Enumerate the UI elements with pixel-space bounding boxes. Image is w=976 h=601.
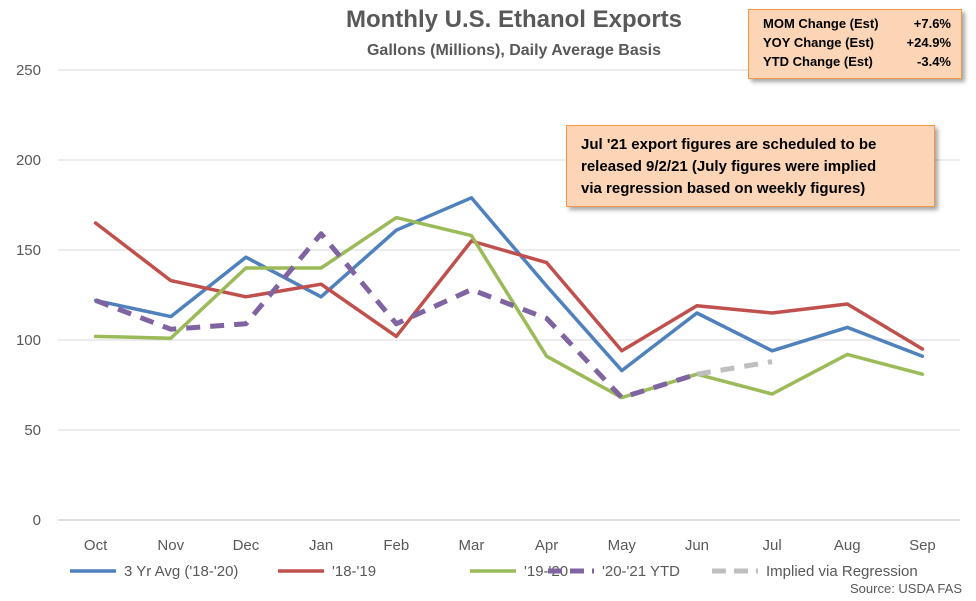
source-note: Source: USDA FAS <box>850 581 962 596</box>
x-axis-ticks: Oct Nov Dec Jan Feb Mar Apr May Jun Jul Aug Sep <box>84 537 936 554</box>
x-tick-label: Jun <box>685 537 709 554</box>
series-line <box>94 231 698 401</box>
legend-label: '20-'21 YTD <box>602 563 680 580</box>
x-tick-label: Nov <box>157 537 184 554</box>
x-tick-label: Apr <box>535 537 558 554</box>
x-tick-label: May <box>608 537 637 554</box>
series-line <box>93 215 925 400</box>
change-stats-box: MOM Change (Est) +7.6% YOY Change (Est) … <box>748 9 962 79</box>
x-tick-label: Aug <box>834 537 861 554</box>
x-tick-label: Feb <box>383 537 409 554</box>
y-tick-label: 0 <box>33 512 41 529</box>
release-note-box: Jul '21 export figures are scheduled to … <box>566 125 935 207</box>
stats-value: -3.4% <box>917 54 951 69</box>
stats-label: MOM Change (Est) <box>763 16 879 31</box>
stats-row-ytd: YTD Change (Est) -3.4% <box>763 52 951 71</box>
chart-title: Monthly U.S. Ethanol Exports <box>345 6 682 33</box>
legend-label: '19-'20 <box>524 563 568 580</box>
y-tick-label: 100 <box>16 332 41 349</box>
series-line <box>93 221 925 353</box>
series-lines <box>93 196 925 401</box>
x-tick-label: Sep <box>909 537 936 554</box>
stats-row-mom: MOM Change (Est) +7.6% <box>763 14 951 33</box>
note-line: via regression based on weekly figures) <box>581 180 866 197</box>
x-tick-label: Mar <box>458 537 484 554</box>
y-tick-label: 50 <box>24 422 41 439</box>
stats-label: YOY Change (Est) <box>763 35 875 50</box>
legend: 3 Yr Avg ('18-'20) '18-'19 '19-'20 '20-'21 … <box>70 563 918 580</box>
legend-label: Implied via Regression <box>766 563 918 580</box>
x-tick-label: Dec <box>233 537 260 554</box>
x-tick-label: Jul <box>762 537 781 554</box>
y-tick-label: 200 <box>16 152 41 169</box>
y-tick-label: 150 <box>16 242 41 259</box>
stats-row-yoy: YOY Change (Est) +24.9% <box>763 33 951 52</box>
legend-label: 3 Yr Avg ('18-'20) <box>124 563 238 580</box>
y-tick-label: 250 <box>16 62 41 79</box>
stats-value: +7.6% <box>913 16 951 31</box>
stats-value: +24.9% <box>906 35 951 50</box>
note-line: Jul '21 export figures are scheduled to … <box>581 136 877 153</box>
series-line <box>93 196 925 373</box>
gridlines <box>58 69 960 521</box>
x-tick-label: Oct <box>84 537 108 554</box>
stats-label: YTD Change (Est) <box>763 54 873 69</box>
chart-subtitle: Gallons (Millions), Daily Average Basis <box>366 42 661 59</box>
x-tick-label: Jan <box>309 537 333 554</box>
y-axis-ticks: 0 50 100 150 200 250 <box>16 62 41 529</box>
series-line <box>696 359 773 377</box>
note-line: released 9/2/21 (July figures were impli… <box>581 158 877 175</box>
legend-label: '18-'19 <box>332 563 376 580</box>
